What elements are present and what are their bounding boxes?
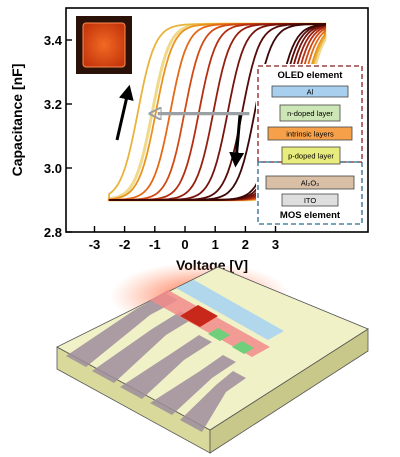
pixel-green [208,328,230,341]
contact-trace [120,335,212,399]
y-tick-label: 3.2 [44,97,62,112]
x-tick-label: -2 [119,237,131,252]
cv-curves [107,22,327,202]
active-strip [150,290,270,357]
mos-element-label: MOS element [280,210,341,221]
y-tick-label: 3.0 [44,161,62,176]
sweep-down-arrow [229,114,245,168]
x-tick-label: -3 [89,237,101,252]
hysteresis-chart: 2.8 3.0 3.2 3.4 -3 -2 -1 0 1 2 3 Voltage… [9,7,369,273]
layer-al-label: Al [307,88,314,97]
layer-intrinsic-label: intrinsic layers [286,130,334,139]
layer-stack-inset: OLED element Al n-doped layer intrinsic … [256,64,364,226]
layer-intrinsic [267,126,353,141]
layer-p-doped [281,146,341,165]
layer-p-doped-label: p-doped layer [288,152,334,161]
emitting-pixel [180,305,218,327]
contact-trace [66,293,178,367]
layer-al2o3 [265,175,355,190]
y-axis-label: Capacitance [nF] [9,64,25,177]
ito-strip [176,280,284,340]
cv-curve [109,23,326,201]
y-tick-label: 3.4 [44,33,63,48]
layer-al2o3-label: Al₂O₃ [301,179,319,188]
oled-element-label: OLED element [278,70,344,81]
x-tick-label: 1 [212,237,219,252]
x-tick-label: 2 [242,237,249,252]
layer-al [271,85,349,98]
x-tick-label: -1 [149,237,161,252]
sweep-up-arrow [115,84,134,141]
device-illustration [56,262,369,454]
contact-trace [92,311,194,383]
x-tick-label: 3 [272,237,279,252]
contact-trace [180,371,246,432]
contact-traces [66,293,246,432]
y-tick-label: 2.8 [44,225,62,240]
layer-n-doped [279,104,341,122]
x-axis-ticks: -3 -2 -1 0 1 2 3 [89,226,279,252]
layer-n-doped-label: n-doped layer [287,109,333,118]
layer-ito [281,193,339,207]
emission-inset-image [76,16,132,74]
contact-trace [150,355,236,415]
x-tick-label: 0 [181,237,188,252]
y-axis-ticks: 2.8 3.0 3.2 3.4 [44,33,72,240]
pixel-green [232,341,254,354]
layer-ito-label: ITO [304,196,317,205]
